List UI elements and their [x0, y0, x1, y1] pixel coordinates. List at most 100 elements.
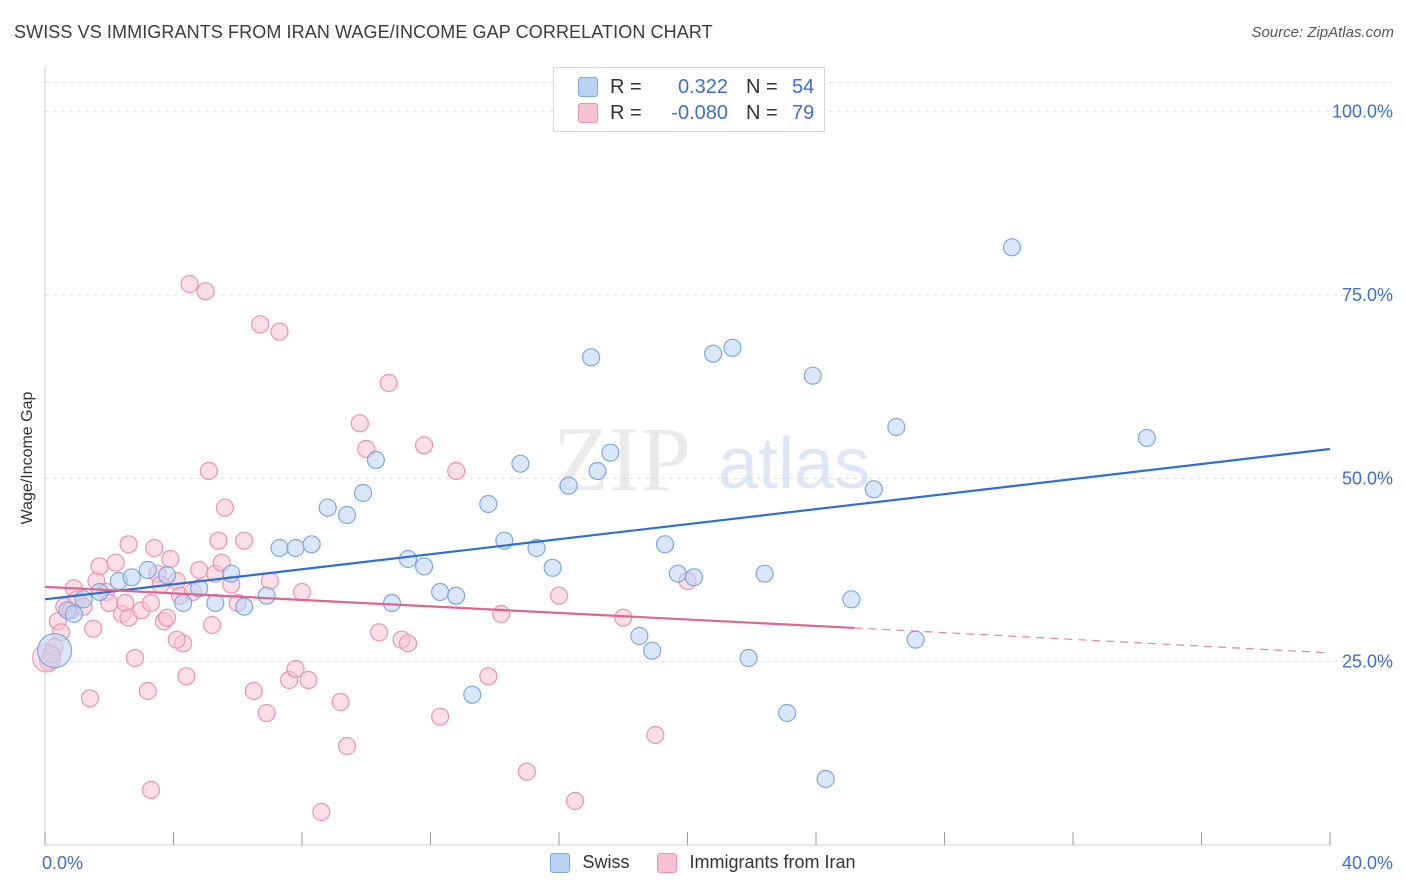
- series-legend: Swiss Immigrants from Iran: [0, 852, 1406, 873]
- swiss-point: [842, 590, 861, 609]
- iran-point: [331, 692, 350, 712]
- swiss-point: [302, 535, 321, 554]
- legend-row-swiss: R = 0.322 N = 54: [578, 75, 814, 99]
- iran-point: [180, 274, 199, 294]
- legend-item-iran[interactable]: Immigrants from Iran: [657, 852, 856, 873]
- iran-point: [161, 549, 180, 569]
- swiss-point: [122, 568, 141, 587]
- r-label: R =: [610, 101, 642, 124]
- swiss-point: [366, 450, 385, 470]
- iran-point: [270, 322, 289, 341]
- iran-point: [312, 802, 331, 822]
- iran-point: [479, 667, 498, 686]
- swiss-swatch: [578, 77, 598, 97]
- iran-point: [215, 498, 234, 517]
- x-tick-label: 0.0%: [42, 853, 83, 873]
- swiss-point: [723, 338, 742, 357]
- swiss-point: [655, 535, 675, 554]
- y-tick-label: 25.0%: [1342, 652, 1393, 672]
- swiss-point: [803, 366, 822, 385]
- iran-point: [292, 582, 312, 602]
- swiss-point: [777, 703, 797, 723]
- iran-point: [447, 461, 466, 481]
- iran-point: [80, 689, 100, 708]
- iran-point: [492, 604, 511, 624]
- swiss-point: [337, 505, 357, 525]
- watermark: ZIP atlas: [553, 408, 870, 510]
- swiss-point: [559, 476, 578, 495]
- iran-point: [106, 553, 125, 572]
- iran-point: [414, 436, 434, 455]
- watermark-atlas: atlas: [718, 424, 870, 504]
- iran-swatch: [578, 103, 598, 123]
- iran-point: [116, 593, 135, 613]
- swiss-point: [398, 549, 418, 569]
- iran-point: [199, 461, 218, 481]
- swiss-point: [270, 538, 289, 558]
- swiss-point: [755, 564, 774, 583]
- iran-point: [84, 619, 103, 638]
- legend-label-swiss: Swiss: [582, 852, 630, 872]
- swiss-point: [684, 568, 704, 587]
- iran-point: [299, 670, 318, 690]
- swiss-point: [64, 604, 84, 624]
- chart-title: SWISS VS IMMIGRANTS FROM IRAN WAGE/INCOM…: [14, 22, 713, 42]
- y-tick-label: 75.0%: [1342, 285, 1393, 305]
- iran-point: [379, 373, 398, 393]
- iran-trendline-extension: [854, 627, 1331, 654]
- swiss-point: [601, 443, 620, 462]
- n-value: 54: [792, 75, 815, 98]
- swiss-point: [138, 560, 157, 580]
- swiss-point: [447, 586, 466, 605]
- iran-point: [235, 531, 254, 550]
- swiss-point: [630, 626, 649, 646]
- swiss-point: [704, 344, 723, 363]
- swiss-point: [222, 564, 241, 583]
- trendlines: [44, 447, 1331, 654]
- swiss-point: [318, 498, 337, 517]
- iran-point: [350, 414, 369, 433]
- swiss-point: [257, 586, 276, 605]
- iran-point: [646, 725, 665, 745]
- swiss-point: [906, 630, 925, 649]
- iran-point: [398, 634, 418, 653]
- n-label: N =: [746, 101, 778, 124]
- iran-point: [125, 648, 145, 668]
- swiss-point: [1002, 238, 1022, 257]
- swiss-point: [1137, 428, 1156, 448]
- iran-point: [119, 535, 138, 554]
- swiss-point: [582, 348, 601, 367]
- iran-swatch: [657, 852, 678, 873]
- swiss-point: [235, 597, 254, 616]
- swiss-point: [479, 494, 498, 514]
- swiss-point: [887, 417, 906, 437]
- swiss-point: [353, 483, 373, 503]
- swiss-swatch: [550, 852, 571, 873]
- iran-point: [209, 531, 228, 550]
- y-tick-label: 50.0%: [1342, 468, 1393, 488]
- iran-point: [157, 608, 177, 627]
- iran-point: [257, 703, 276, 723]
- swiss-point: [286, 538, 305, 558]
- swiss-point: [643, 641, 662, 660]
- swiss-point: [588, 461, 607, 481]
- swiss-point: [864, 480, 883, 499]
- swiss-point: [739, 648, 758, 668]
- watermark-zip: ZIP: [553, 408, 691, 510]
- swiss-point: [414, 557, 434, 576]
- iran-point: [90, 557, 109, 576]
- r-value: -0.080: [671, 101, 728, 124]
- swiss-trendline: [44, 447, 1331, 601]
- swiss-point: [206, 593, 225, 613]
- iran-point: [260, 571, 279, 591]
- n-value: 79: [792, 101, 815, 124]
- swiss-point: [190, 579, 209, 598]
- iran-point: [138, 681, 157, 701]
- iran-point: [614, 608, 633, 627]
- iran-point: [337, 736, 357, 756]
- iran-point: [141, 780, 161, 800]
- swiss-point: [157, 566, 177, 585]
- correlation-legend: R = 0.322 N = 54 R = -0.080 N = 79: [553, 67, 825, 132]
- legend-item-swiss[interactable]: Swiss: [550, 852, 629, 873]
